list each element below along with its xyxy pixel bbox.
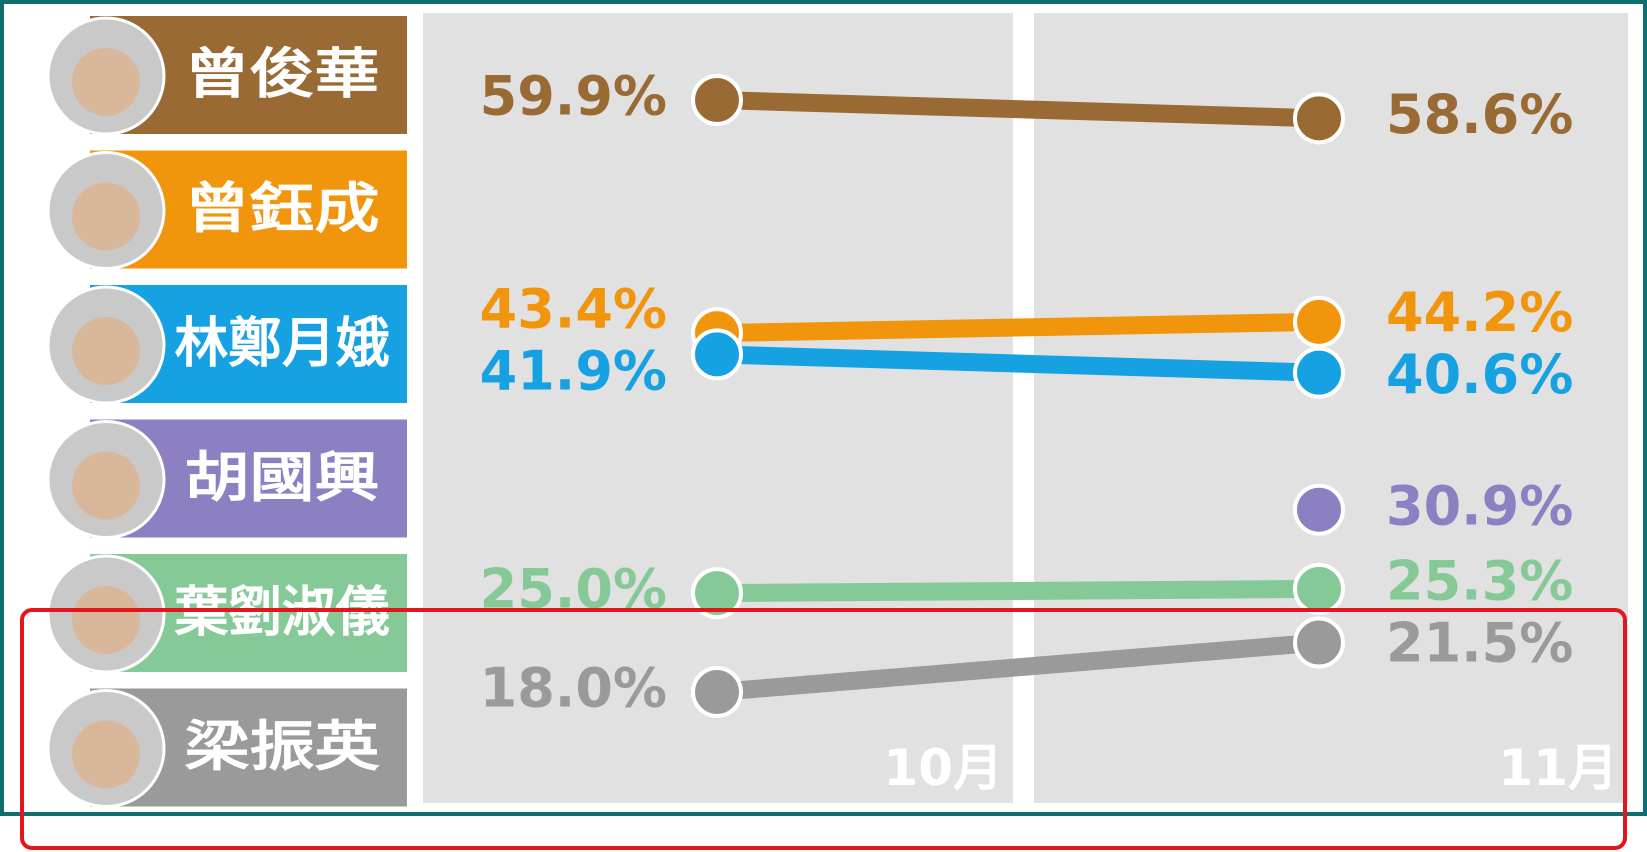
point	[691, 666, 743, 718]
portrait-face	[72, 182, 140, 251]
portrait-face	[72, 451, 140, 520]
legend-label: 梁振英	[185, 715, 381, 778]
value-label: 30.9%	[1386, 474, 1573, 537]
legend-label: 林鄭月娥	[175, 312, 390, 375]
portrait-face	[72, 586, 140, 654]
value-label: 21.5%	[1386, 611, 1573, 674]
series-line	[716, 633, 1320, 701]
point	[691, 74, 743, 126]
highlight-box	[20, 608, 1627, 850]
value-label: 59.9%	[480, 65, 667, 128]
value-label: 44.2%	[1386, 281, 1573, 344]
series-line	[716, 312, 1320, 343]
x-tick-label: 10月	[883, 739, 1003, 797]
point	[1293, 483, 1345, 536]
portrait-face	[72, 317, 140, 385]
point	[691, 567, 743, 620]
series-line	[716, 579, 1320, 603]
series-line	[716, 345, 1320, 382]
value-label: 43.4%	[480, 277, 667, 340]
point	[1293, 616, 1345, 669]
legend-label: 胡國興	[185, 446, 380, 509]
value-label: 18.0%	[480, 657, 667, 720]
value-label: 58.6%	[1386, 83, 1573, 146]
x-tick-label: 11月	[1498, 739, 1618, 797]
point	[1293, 346, 1345, 399]
value-label: 41.9%	[480, 339, 667, 402]
portrait-face	[72, 720, 140, 789]
point	[1293, 92, 1345, 145]
point	[691, 328, 743, 381]
point	[1293, 295, 1345, 348]
value-label: 40.6%	[1386, 343, 1573, 406]
legend-label: 曾鈺成	[185, 177, 380, 240]
portrait-face	[72, 48, 140, 116]
point	[1293, 562, 1345, 615]
panel	[1034, 13, 1628, 803]
value-label: 25.3%	[1386, 549, 1573, 612]
legend-label: 曾俊華	[185, 43, 380, 106]
series-line	[716, 91, 1320, 128]
legend-label: 葉劉淑儀	[174, 581, 390, 644]
